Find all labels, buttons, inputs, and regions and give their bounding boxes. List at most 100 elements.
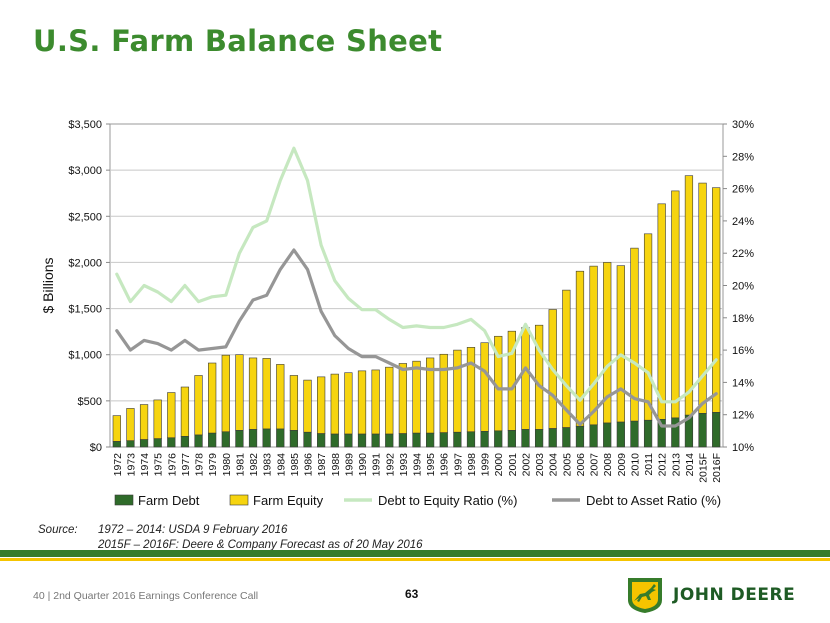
bar-farm-equity-1999 <box>480 342 489 432</box>
legend-swatch-1 <box>229 494 249 506</box>
bar-farm-debt-1997 <box>453 431 462 448</box>
bar-farm-equity-1979 <box>208 362 217 434</box>
bar-farm-debt-1978 <box>194 434 203 448</box>
bar-farm-debt-1979 <box>208 432 217 448</box>
bar-farm-debt-2010 <box>630 420 639 448</box>
x-tick-label: 1977 <box>180 453 192 477</box>
bar-farm-debt-1996 <box>439 432 448 448</box>
bar-farm-equity-2013 <box>671 190 680 419</box>
x-tick-label: 2016F <box>711 453 723 483</box>
x-tick-label: 1973 <box>125 453 137 477</box>
farm-balance-chart: $0 $500 $1,000 $1,500 $2,000 $2,500 $3,000 $3,5… <box>40 119 754 508</box>
x-tick-label: 1996 <box>439 453 451 477</box>
bar-farm-debt-2012 <box>657 419 666 448</box>
bar-farm-debt-1972 <box>112 441 121 448</box>
line-debt-to-asset <box>115 248 718 428</box>
x-tick-label: 2012 <box>657 453 669 477</box>
bar-farm-equity-1977 <box>180 386 190 437</box>
bar-farm-equity-1991 <box>371 369 380 435</box>
source-line-1: 1972 – 2014: USDA 9 February 2016 <box>98 524 288 536</box>
bar-farm-equity-2003 <box>534 324 544 430</box>
y-tick-label: $2,000 <box>68 257 102 269</box>
x-tick-label: 2007 <box>589 453 601 477</box>
y2-tick-label: 12% <box>732 410 754 422</box>
x-tick-label: 2014 <box>684 453 696 477</box>
x-tick-label: 2003 <box>534 453 546 477</box>
y-tick-label: $1,500 <box>68 304 102 316</box>
x-tick-label: 2001 <box>507 453 519 477</box>
bar-farm-debt-2002 <box>521 429 530 448</box>
x-tick-label: 2015F <box>698 453 710 483</box>
y-tick-label: $2,500 <box>68 211 102 223</box>
bar-farm-debt-2005 <box>562 427 571 448</box>
x-tick-label: 1991 <box>371 453 383 477</box>
x-tick-label: 1974 <box>139 453 151 477</box>
x-tick-label: 1979 <box>207 453 219 477</box>
x-tick-label: 1972 <box>112 453 124 477</box>
footer-rule-green <box>0 550 830 557</box>
bar-farm-debt-1994 <box>412 432 421 448</box>
bar-farm-debt-2008 <box>603 422 612 448</box>
bar-farm-equity-1996 <box>439 353 448 433</box>
x-tick-label: 2004 <box>548 453 560 477</box>
y-tick-label: $500 <box>78 396 102 408</box>
y2-tick-label: 22% <box>732 248 754 260</box>
x-tick-label: 1982 <box>248 453 260 477</box>
x-tick-label: 2006 <box>575 453 587 477</box>
bar-farm-equity-1987 <box>317 376 326 434</box>
source-note: Source: 1972 – 2014: USDA 9 February 2016… <box>38 523 423 553</box>
bar-farm-equity-2011 <box>643 233 653 421</box>
bar-farm-equity-1981 <box>235 354 244 431</box>
x-tick-label: 1985 <box>289 453 301 477</box>
bar-farm-debt-1980 <box>221 431 230 448</box>
x-tick-label: 1994 <box>412 453 424 477</box>
bar-farm-equity-2006 <box>575 270 585 427</box>
y2-tick-label: 20% <box>732 281 754 293</box>
x-tick-label: 2000 <box>493 453 505 477</box>
bar-farm-debt-1988 <box>330 433 339 448</box>
bar-farm-debt-1975 <box>153 438 162 448</box>
bar-farm-debt-1976 <box>167 437 176 448</box>
bar-farm-equity-1985 <box>289 375 299 431</box>
y2-tick-label: 30% <box>732 119 754 131</box>
legend-label: Debt to Equity Ratio (%) <box>378 493 517 508</box>
y-axis-label: $ Billions <box>40 257 56 313</box>
bar-farm-debt-2009 <box>616 421 625 448</box>
bar-farm-equity-1980 <box>221 354 230 433</box>
bar-farm-equity-1973 <box>126 408 135 442</box>
y-tick-label: $1,000 <box>68 350 102 362</box>
bar-farm-equity-1975 <box>153 399 162 439</box>
x-tick-label: 2013 <box>670 453 682 477</box>
x-tick-label: 1983 <box>262 453 274 477</box>
x-tick-label: 1999 <box>480 453 492 477</box>
x-tick-label: 1976 <box>166 453 178 477</box>
logo-text: JOHN DEERE <box>673 585 796 605</box>
bar-farm-equity-1993 <box>398 363 407 434</box>
bar-farm-debt-1982 <box>248 429 258 448</box>
y2-tick-label: 26% <box>732 184 754 196</box>
bar-farm-debt-1993 <box>398 433 407 448</box>
bar-farm-equity-1988 <box>330 373 339 435</box>
x-tick-label: 1984 <box>275 453 287 477</box>
y-tick-label: $3,500 <box>68 119 102 131</box>
page-title: U.S. Farm Balance Sheet <box>33 24 443 58</box>
x-tick-label: 2011 <box>643 453 655 476</box>
bar-farm-debt-2014 <box>684 414 694 448</box>
legend-label: Farm Equity <box>253 493 324 508</box>
x-tick-label: 2005 <box>561 453 573 477</box>
x-tick-label: 2002 <box>520 453 532 477</box>
bar-farm-debt-1973 <box>126 440 135 448</box>
legend-swatch-0 <box>114 494 134 506</box>
x-tick-label: 1986 <box>303 453 315 477</box>
line-debt-to-equity <box>115 146 718 404</box>
x-tick-label: 1997 <box>452 453 464 477</box>
bar-farm-debt-1990 <box>357 433 367 448</box>
bar-farm-debt-1985 <box>289 430 299 448</box>
source-label: Source: <box>38 524 78 536</box>
x-tick-label: 1981 <box>234 453 246 477</box>
y-tick-label: $0 <box>90 442 102 454</box>
bar-farm-equity-2014 <box>684 175 694 416</box>
bar-farm-equity-2007 <box>589 265 598 426</box>
bar-farm-debt-1987 <box>317 433 326 448</box>
bar-farm-equity-1986 <box>303 379 312 433</box>
